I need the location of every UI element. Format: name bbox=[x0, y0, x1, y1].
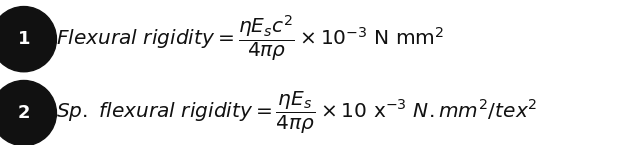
Ellipse shape bbox=[0, 80, 56, 145]
Text: $\it{Flexural\ rigidity}$$ = \dfrac{\eta E_s c^2}{4\pi\rho} \times 10^{-3}\ \mat: $\it{Flexural\ rigidity}$$ = \dfrac{\eta… bbox=[56, 14, 445, 64]
Text: 2: 2 bbox=[18, 104, 30, 122]
Text: 1: 1 bbox=[18, 30, 30, 48]
Ellipse shape bbox=[0, 7, 56, 72]
Text: $\it{Sp.\ flexural\ rigidity}$$= \dfrac{\eta E_s}{4\pi\rho} \times 10\ \mathrm{x: $\it{Sp.\ flexural\ rigidity}$$= \dfrac{… bbox=[56, 90, 538, 136]
